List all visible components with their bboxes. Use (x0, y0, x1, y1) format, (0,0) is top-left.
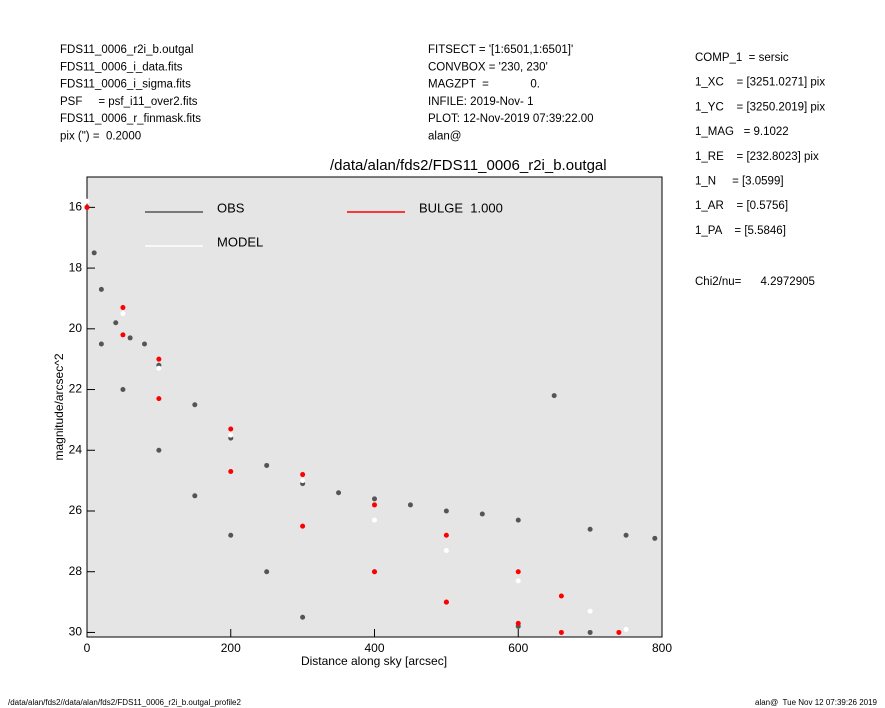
data-point (623, 532, 629, 538)
y-tick-label: 30 (69, 625, 83, 639)
footer-right: alan@ Tue Nov 12 07:39:26 2019 (755, 698, 878, 707)
header-right-line: 1_YC = [3250.2019] pix (695, 101, 825, 113)
plot-background (86, 176, 663, 638)
data-point (120, 387, 126, 393)
header-middle-line: CONVBOX = '230, 230' (428, 61, 548, 73)
data-point (300, 478, 306, 484)
data-point (98, 341, 104, 347)
data-point (443, 532, 449, 538)
header-right-line: 1_PA = [5.5846] (695, 225, 786, 237)
legend-label: BULGE 1.000 (419, 200, 503, 215)
data-point (372, 569, 377, 575)
y-tick-label: 22 (69, 382, 83, 396)
data-point (558, 629, 564, 635)
data-point (443, 508, 449, 514)
data-point (623, 626, 629, 632)
data-point (84, 204, 90, 210)
x-tick-label: 0 (84, 641, 91, 655)
data-point (91, 250, 97, 256)
header-right-line: 1_MAG = 9.1022 (695, 126, 789, 138)
x-tick-label: 200 (221, 641, 241, 655)
x-tick-label: 800 (652, 641, 672, 655)
data-point (113, 320, 119, 326)
data-point (142, 341, 147, 347)
y-tick-label: 16 (69, 200, 83, 214)
data-point (479, 511, 485, 517)
data-point (443, 599, 449, 605)
data-point (515, 517, 521, 523)
header-right-line: 1_RE = [232.8023] pix (695, 151, 819, 163)
data-point (156, 356, 162, 362)
data-point (228, 426, 234, 432)
data-point (300, 614, 306, 620)
data-point (156, 447, 162, 453)
header-left-line: FDS11_0006_r_finmask.fits (60, 113, 201, 125)
header-left-line: FDS11_0006_i_sigma.fits (60, 79, 191, 91)
data-point (587, 608, 593, 614)
data-point (264, 569, 270, 575)
data-point (192, 402, 198, 408)
y-tick-label: 20 (69, 321, 83, 335)
data-point (300, 472, 306, 478)
header-middle-line: INFILE: 2019-Nov- 1 (428, 96, 533, 108)
data-point (120, 305, 126, 311)
header-left-line: FDS11_0006_r2i_b.outgal (60, 44, 193, 56)
header-right-line: 1_AR = [0.5756] (695, 200, 788, 212)
data-point (127, 335, 133, 341)
data-point (587, 526, 593, 532)
data-point (228, 532, 234, 538)
header-left-line: PSF = psf_i11_over2.fits (60, 96, 198, 108)
chi2: Chi2/nu= 4.2972905 (695, 276, 815, 288)
data-point (156, 365, 162, 371)
x-axis-label: Distance along sky [arcsec] (301, 654, 447, 668)
legend-label: MODEL (217, 234, 263, 249)
data-point (156, 396, 162, 402)
data-point (558, 593, 564, 599)
y-tick-label: 18 (69, 260, 83, 274)
data-point (515, 578, 521, 584)
header-left-line: FDS11_0006_i_data.fits (60, 61, 183, 73)
y-tick-label: 26 (69, 503, 83, 517)
y-tick-label: 28 (69, 564, 83, 578)
data-point (98, 286, 104, 292)
header-left-line: pix (") = 0.2000 (60, 131, 141, 143)
data-point (228, 432, 234, 438)
header-right-line: 1_N = [3.0599] (695, 176, 784, 188)
data-point (616, 629, 622, 635)
footer-left: /data/alan/fds2//data/alan/fds2/FDS11_00… (8, 698, 241, 707)
data-point (515, 569, 521, 575)
data-point (587, 629, 593, 635)
data-point (120, 332, 126, 338)
data-point (228, 469, 234, 475)
data-point (192, 493, 198, 499)
header-right-line: 1_XC = [3251.0271] pix (695, 77, 825, 89)
data-point (443, 547, 449, 553)
header-middle-line: PLOT: 12-Nov-2019 07:39:22.00 (428, 113, 594, 125)
legend-label: OBS (217, 200, 245, 215)
data-point (551, 393, 557, 399)
data-point (336, 490, 342, 496)
x-tick-label: 400 (364, 641, 384, 655)
y-tick-label: 24 (69, 442, 83, 456)
y-axis-label: magnitude/arcsec^2 (52, 353, 66, 460)
data-point (652, 535, 658, 541)
data-point (515, 620, 521, 626)
data-point (372, 496, 377, 502)
data-point (120, 311, 126, 317)
data-point (300, 523, 306, 529)
header-middle-line: FITSECT = '[1:6501,1:6501]' (428, 44, 573, 56)
x-tick-label: 600 (508, 641, 528, 655)
header-middle-line: alan@ (428, 131, 461, 143)
data-point (372, 502, 377, 508)
data-point (84, 198, 90, 204)
header-middle-line: MAGZPT = 0. (428, 79, 540, 91)
data-point (264, 462, 270, 468)
data-point (372, 517, 377, 523)
data-point (407, 502, 413, 508)
chart-title: /data/alan/fds2/FDS11_0006_r2i_b.outgal (330, 157, 607, 174)
header-right-line: COMP_1 = sersic (695, 52, 789, 64)
